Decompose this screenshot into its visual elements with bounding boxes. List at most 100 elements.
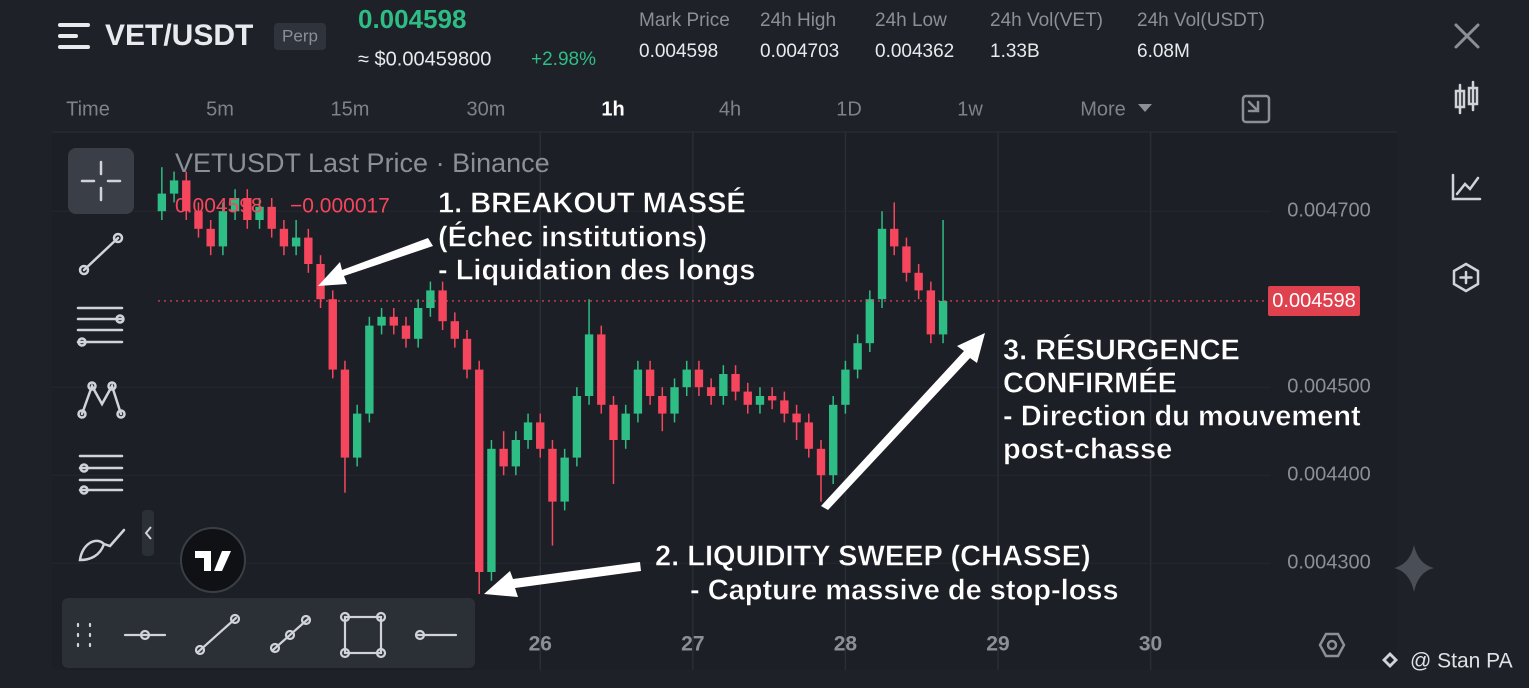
brush-tool[interactable] [78, 528, 126, 562]
annotation: - Liquidation des longs [438, 255, 755, 287]
candle-body [438, 290, 447, 322]
close-button[interactable] [1454, 23, 1480, 49]
candle-body [780, 400, 789, 414]
candle-body [743, 391, 752, 405]
candle-body [841, 369, 850, 405]
price-change: +2.98% [531, 49, 596, 70]
candles [157, 167, 948, 594]
chart-title: VETUSDT Last Price · Binance [175, 148, 550, 178]
x-tick-label: 26 [529, 633, 552, 656]
candle-body [755, 396, 765, 405]
annotation: post-chasse [1003, 434, 1172, 466]
grid [52, 132, 1270, 670]
annotations: 1. BREAKOUT MASSÉ(Échec institutions)- L… [438, 185, 1362, 607]
candle-body [475, 369, 484, 572]
candle-body [560, 457, 569, 502]
annotation: 3. RÉSURGENCE [1003, 333, 1240, 367]
candle-body [829, 404, 838, 476]
timeframes: Time 5m 15m 30m 1h 4h 1D 1w More [66, 98, 1126, 120]
last-price: 0.004598 [358, 4, 466, 34]
timeframe[interactable]: Time [66, 98, 110, 120]
candle-body [914, 272, 923, 291]
candle-body [877, 228, 887, 300]
settings-icon[interactable] [1452, 262, 1480, 293]
timeframe[interactable]: 15m [331, 98, 370, 120]
indicator-icon[interactable] [1451, 173, 1482, 201]
timeframe[interactable]: 30m [467, 98, 506, 120]
timeframe[interactable]: 1h [601, 98, 624, 120]
candle-body [401, 325, 411, 339]
x-tick-label: 28 [834, 633, 858, 656]
fullscreen-icon[interactable] [1241, 94, 1271, 124]
x-tick-label: 29 [986, 633, 1009, 656]
candle-body [865, 299, 875, 344]
crosshair-icon [80, 160, 122, 202]
timeframe[interactable]: 1D [836, 98, 862, 120]
tag-box [274, 23, 326, 50]
candle-body [536, 422, 545, 449]
sparkle [1394, 545, 1434, 592]
candle-body [499, 448, 508, 467]
stat-value: 0.004703 [760, 41, 839, 62]
x-tick-label: 30 [1139, 633, 1162, 656]
candle-body [926, 290, 936, 335]
candle-body [328, 299, 337, 370]
candle-icon[interactable] [1454, 80, 1479, 115]
annotation: 1. BREAKOUT MASSÉ [438, 186, 746, 220]
candle-body [377, 316, 386, 326]
candle-body [413, 308, 423, 339]
candle-body [731, 374, 740, 392]
annotation: 2. LIQUIDITY SWEEP (CHASSE) [655, 541, 1091, 573]
pattern-tool[interactable] [77, 381, 126, 419]
collapse-tab[interactable] [142, 510, 154, 556]
timeframe[interactable]: More [1080, 98, 1126, 120]
fib-tool[interactable] [78, 454, 124, 495]
stat-label: 24h Low [875, 10, 947, 31]
candle-body [816, 448, 826, 476]
trendline-tool[interactable] [78, 232, 124, 276]
candle-body [230, 198, 240, 212]
candle-body [523, 422, 533, 440]
axes: 26 27 28 29 30 0.004300 0.004400 0.004500 0.0047… [158, 199, 1371, 656]
y-tick-label: 0.004300 [1287, 551, 1370, 573]
candle-body [804, 422, 813, 449]
tag: Perp [282, 26, 318, 45]
candle-body [682, 369, 691, 388]
stat-label: 24h Vol(VET) [990, 10, 1103, 31]
candle-body [352, 413, 362, 458]
stat-label: 24h Vol(USDT) [1137, 10, 1265, 31]
candle-body [719, 374, 728, 396]
axis-settings[interactable] [1318, 632, 1346, 658]
candle-body [194, 211, 203, 229]
timeframe[interactable]: 5m [206, 98, 234, 120]
candle-body [853, 343, 862, 370]
candle-body [597, 334, 606, 405]
stat-label: 24h High [760, 10, 836, 31]
candle-body [462, 338, 472, 370]
candle-body [157, 193, 167, 212]
candle-body [169, 180, 179, 194]
y-tick-label: 0.004700 [1287, 199, 1370, 221]
watermark: @ Stan PA [1410, 650, 1513, 673]
x-tick-label: 27 [681, 633, 704, 656]
candle-body [609, 404, 618, 440]
menu-icon[interactable] [58, 23, 90, 49]
annotation: (Échec institutions) [438, 220, 707, 254]
tv-logo [180, 527, 246, 593]
candle-body [621, 413, 630, 440]
candle-body [426, 290, 435, 308]
candle-body [279, 228, 289, 247]
candle-body [670, 387, 679, 414]
drawing-toolbar [62, 598, 475, 668]
candle-body [389, 316, 398, 326]
timeframe[interactable]: 4h [719, 98, 741, 120]
legend-change: −0.000017 [290, 195, 390, 218]
crosshair-button[interactable] [68, 148, 134, 214]
lines-tool[interactable] [76, 306, 125, 347]
candle-body [645, 369, 655, 396]
timeframe[interactable]: 1w [957, 98, 983, 120]
watermark-logo [1382, 652, 1398, 668]
candle-body [206, 228, 215, 247]
